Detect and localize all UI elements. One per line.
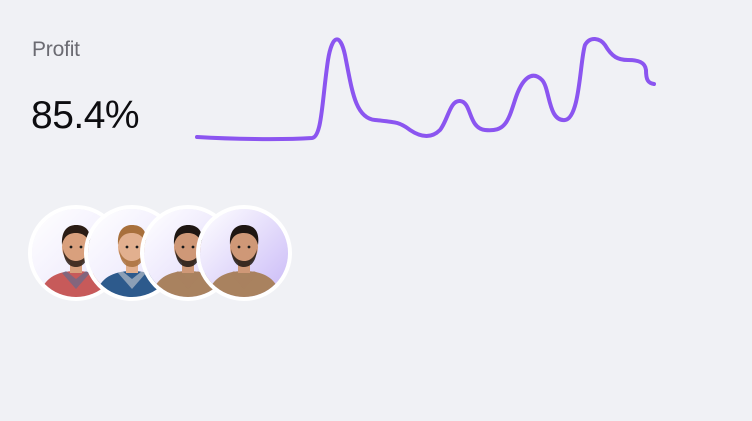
metric-label: Profit: [32, 38, 80, 61]
avatar[interactable]: [196, 205, 292, 301]
sparkline-path: [195, 37, 656, 142]
profit-sparkline: [195, 37, 656, 142]
metric-value: 85.4%: [31, 94, 140, 137]
